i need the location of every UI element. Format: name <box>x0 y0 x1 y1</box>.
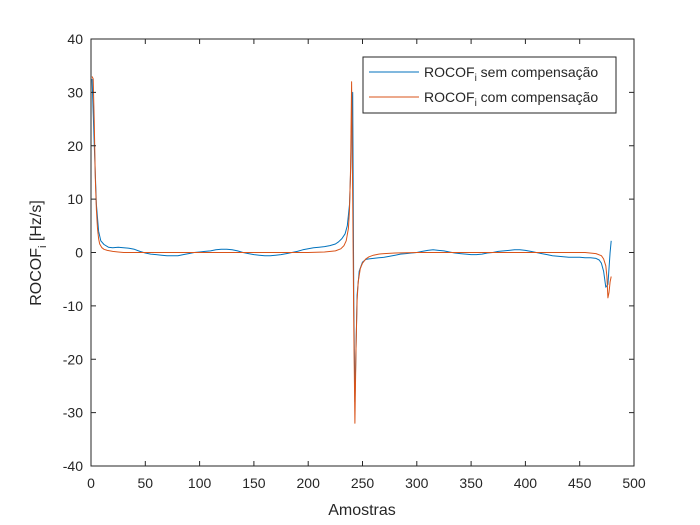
x-tick-label: 0 <box>87 475 95 491</box>
y-tick-label: -40 <box>63 458 83 474</box>
x-tick-label: 150 <box>242 475 266 491</box>
y-tick-label: 30 <box>67 84 83 100</box>
y-axis-label-base: ROCOF <box>28 248 45 306</box>
series-layer <box>91 76 612 424</box>
legend-label-sem-compensacao: ROCOFi sem compensação <box>424 64 598 84</box>
x-tick-label: 350 <box>459 475 483 491</box>
series-line-0 <box>91 78 612 403</box>
x-tick-label: 200 <box>297 475 321 491</box>
y-axis-label: ROCOFi [Hz/s] <box>28 200 49 306</box>
x-tick-label: 450 <box>568 475 592 491</box>
y-axis-label-sub: i <box>37 246 49 248</box>
legend: ROCOFi sem compensação ROCOFi com compen… <box>362 56 617 114</box>
x-tick-label: 400 <box>514 475 538 491</box>
y-tick-label: 10 <box>67 191 83 207</box>
legend-box <box>362 56 617 114</box>
y-tick-label: -10 <box>63 298 83 314</box>
x-tick-label: 50 <box>138 475 154 491</box>
legend-label-0-base: ROCOF <box>424 64 475 80</box>
legend-label-1-base: ROCOF <box>424 89 475 105</box>
legend-label-0-sub: i <box>475 73 477 84</box>
legend-label-0-rest: sem compensação <box>477 64 599 80</box>
x-axis-label: Amostras <box>328 502 396 519</box>
series-line-1 <box>91 76 612 424</box>
legend-label-1-sub: i <box>475 98 477 109</box>
legend-label-1-rest: com compensação <box>477 89 599 105</box>
x-tick-label: 300 <box>405 475 429 491</box>
y-tick-label: 40 <box>67 31 83 47</box>
legend-label-com-compensacao: ROCOFi com compensação <box>424 89 598 109</box>
y-tick-label: -30 <box>63 405 83 421</box>
ticks-layer: 0 50 100 150 200 250 300 350 400 450 500-40-30-20-… <box>63 31 646 491</box>
y-tick-label: -20 <box>63 351 83 367</box>
y-tick-label: 0 <box>75 245 83 261</box>
x-tick-label: 250 <box>351 475 375 491</box>
y-axis-label-rest: [Hz/s] <box>28 200 45 245</box>
x-tick-label: 100 <box>188 475 212 491</box>
y-tick-label: 20 <box>67 138 83 154</box>
x-tick-label: 500 <box>622 475 646 491</box>
